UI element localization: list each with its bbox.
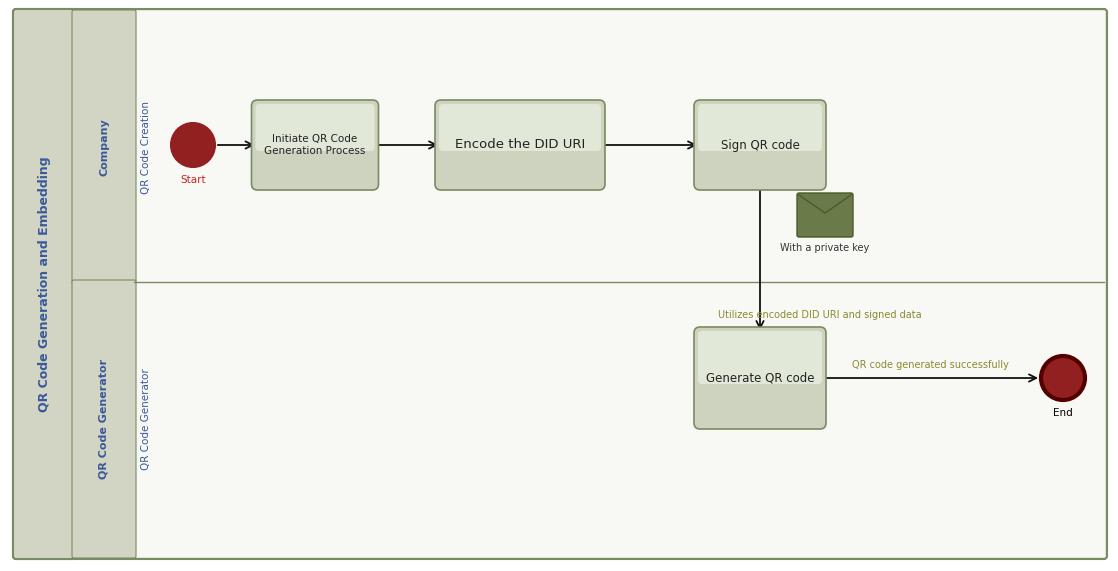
FancyBboxPatch shape bbox=[13, 9, 1107, 559]
Text: Company: Company bbox=[100, 118, 108, 176]
Text: Start: Start bbox=[180, 175, 206, 185]
Text: QR Code Generation and Embedding: QR Code Generation and Embedding bbox=[38, 156, 51, 412]
Text: Sign QR code: Sign QR code bbox=[721, 139, 799, 151]
FancyBboxPatch shape bbox=[252, 100, 379, 190]
Text: QR Code Generator: QR Code Generator bbox=[100, 359, 108, 479]
Text: QR Code Creation: QR Code Creation bbox=[141, 100, 151, 194]
Text: QR code generated successfully: QR code generated successfully bbox=[852, 360, 1008, 370]
Text: End: End bbox=[1053, 408, 1073, 418]
Text: Initiate QR Code
Generation Process: Initiate QR Code Generation Process bbox=[264, 134, 366, 156]
Text: With a private key: With a private key bbox=[780, 243, 870, 253]
Circle shape bbox=[1041, 356, 1084, 400]
FancyBboxPatch shape bbox=[694, 327, 826, 429]
Text: QR Code Generator: QR Code Generator bbox=[141, 368, 151, 470]
FancyBboxPatch shape bbox=[698, 331, 822, 384]
FancyBboxPatch shape bbox=[72, 280, 136, 558]
FancyBboxPatch shape bbox=[797, 193, 853, 237]
FancyBboxPatch shape bbox=[72, 10, 136, 284]
Text: Encode the DID URI: Encode the DID URI bbox=[455, 139, 585, 151]
FancyBboxPatch shape bbox=[694, 100, 826, 190]
FancyBboxPatch shape bbox=[13, 9, 77, 559]
Circle shape bbox=[171, 123, 215, 167]
FancyBboxPatch shape bbox=[435, 100, 605, 190]
FancyBboxPatch shape bbox=[256, 104, 375, 151]
FancyBboxPatch shape bbox=[133, 281, 1105, 557]
FancyBboxPatch shape bbox=[133, 11, 1105, 283]
FancyBboxPatch shape bbox=[698, 104, 822, 151]
Text: Generate QR code: Generate QR code bbox=[705, 372, 814, 384]
FancyBboxPatch shape bbox=[439, 104, 601, 151]
Text: Utilizes encoded DID URI and signed data: Utilizes encoded DID URI and signed data bbox=[718, 310, 922, 320]
